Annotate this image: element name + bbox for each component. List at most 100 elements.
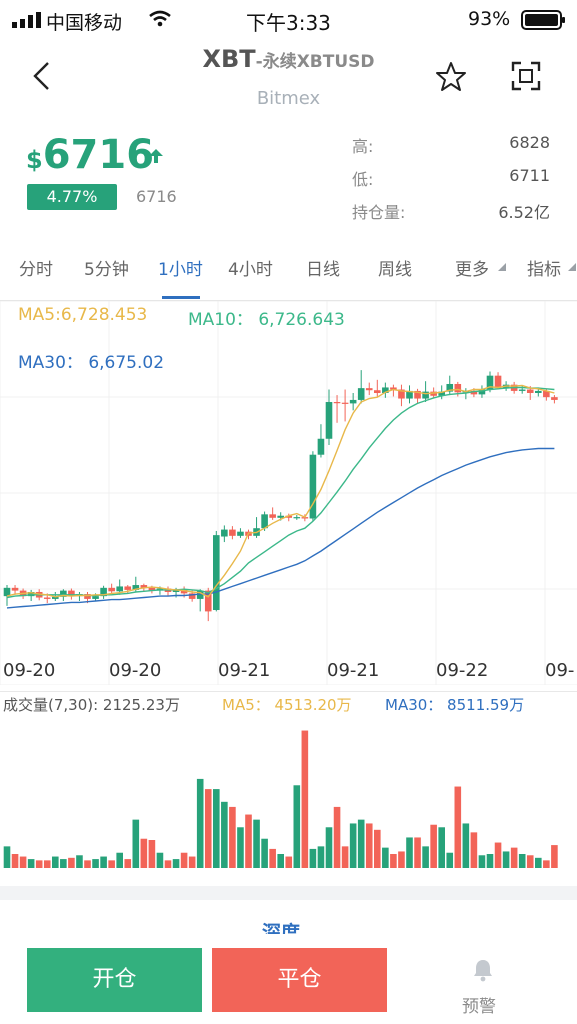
page-title: XBT-永续XBTUSD (0, 45, 577, 73)
volume-bar (486, 854, 494, 868)
low-value: 6711 (509, 166, 550, 185)
volume-bar (27, 859, 35, 868)
volume-bar (462, 823, 470, 868)
volume-bar (76, 855, 83, 868)
volume-bar (398, 851, 405, 868)
candle-body (84, 594, 91, 599)
tab-daily[interactable]: 日线 (306, 260, 340, 280)
secondary-price: 6716 (136, 187, 177, 206)
signal-icon (12, 12, 41, 28)
ma10-label: MA10： 6,726.643 (188, 310, 345, 330)
volume-bar (19, 856, 27, 868)
candle-body (116, 586, 123, 592)
open-position-button[interactable]: 开仓 (27, 948, 202, 1012)
ma5-label: MA5:6,728.453 (18, 305, 148, 325)
candle-body (43, 597, 51, 599)
volume-bar (204, 789, 212, 868)
candle-body (422, 391, 429, 399)
candle-body (438, 391, 445, 396)
volume-bar (172, 859, 180, 868)
volume-bar (325, 827, 333, 868)
depth-tab[interactable]: 深度 (262, 922, 301, 934)
volume-top-border (0, 691, 577, 692)
indicators-dropdown-icon (568, 263, 576, 271)
fullscreen-icon[interactable] (511, 61, 541, 91)
volume-bar (68, 857, 75, 868)
candle-body (132, 585, 140, 590)
volume-bar (535, 857, 542, 868)
open-interest-label: 持仓量: (352, 203, 406, 222)
volume-bar (301, 730, 309, 868)
ma30-label: MA30： 6,675.02 (18, 353, 165, 373)
volume-bar (196, 778, 204, 868)
volume-bar (180, 852, 188, 868)
carrier-name: 中国移动 (46, 12, 123, 34)
volume-ma5-label: MA5： 4513.20万 (222, 696, 352, 714)
candle-body (221, 529, 228, 537)
volume-bar (52, 856, 59, 868)
volume-bar (374, 829, 381, 868)
x-label: 09-20 (3, 660, 56, 681)
tab-timeshare[interactable]: 分时 (19, 260, 53, 280)
back-icon[interactable] (30, 60, 54, 94)
tab-indicators[interactable]: 指标 (527, 260, 561, 280)
status-time: 下午3:33 (246, 11, 331, 35)
candle-body (333, 402, 341, 404)
volume-bar (116, 852, 123, 868)
volume-bar (148, 840, 156, 868)
volume-bar (253, 819, 260, 868)
volume-bar (357, 819, 365, 868)
volume-bar (60, 859, 67, 868)
candle-body (414, 390, 421, 399)
candle-body (478, 389, 486, 395)
bell-icon[interactable] (472, 958, 494, 982)
volume-bar (132, 819, 140, 868)
candle-body (204, 590, 212, 612)
price-value: 6716 (42, 132, 155, 178)
candle-body (213, 535, 220, 611)
volume-bar (261, 838, 268, 868)
tab-weekly[interactable]: 周线 (378, 260, 412, 280)
volume-bar (543, 860, 550, 868)
volume-bar (269, 848, 276, 868)
ma5-line (6, 384, 555, 598)
candle-body (60, 590, 67, 597)
volume-bar (221, 801, 228, 868)
section-divider (0, 886, 577, 900)
volume-bar (164, 860, 172, 868)
volume-bar (245, 814, 252, 868)
candle-body (27, 591, 35, 597)
volume-bar (43, 860, 51, 868)
alert-button-label[interactable]: 预警 (462, 997, 496, 1017)
x-label: 09-21 (218, 660, 271, 681)
candle-body (374, 390, 381, 393)
tab-1hour[interactable]: 1小时 (158, 260, 203, 280)
volume-svg (3, 730, 558, 868)
last-price: $6716 (26, 132, 154, 178)
low-label: 低: (352, 170, 374, 189)
candle-body (398, 389, 405, 399)
tab-more[interactable]: 更多 (455, 260, 489, 280)
kline-chart[interactable] (0, 300, 577, 686)
star-icon[interactable] (435, 61, 467, 93)
candle-body (269, 514, 276, 518)
volume-bar (390, 854, 397, 868)
candle-body (293, 517, 301, 519)
volume-bar (188, 856, 196, 868)
x-label: 09-21 (327, 660, 380, 681)
volume-bar (309, 848, 317, 868)
volume-bar (229, 806, 236, 868)
candle-body (261, 514, 268, 529)
close-position-button[interactable]: 平仓 (212, 948, 387, 1012)
candle-body (454, 383, 462, 393)
tab-5min[interactable]: 5分钟 (84, 260, 129, 280)
volume-bar (382, 847, 389, 868)
volume-bar (551, 845, 558, 868)
active-tab-indicator (162, 296, 200, 299)
volume-bar (35, 860, 43, 868)
volume-chart[interactable] (0, 700, 577, 870)
volume-bar (430, 824, 437, 868)
volume-bar (293, 785, 301, 868)
volume-bar (84, 860, 91, 868)
tab-4hour[interactable]: 4小时 (228, 260, 273, 280)
